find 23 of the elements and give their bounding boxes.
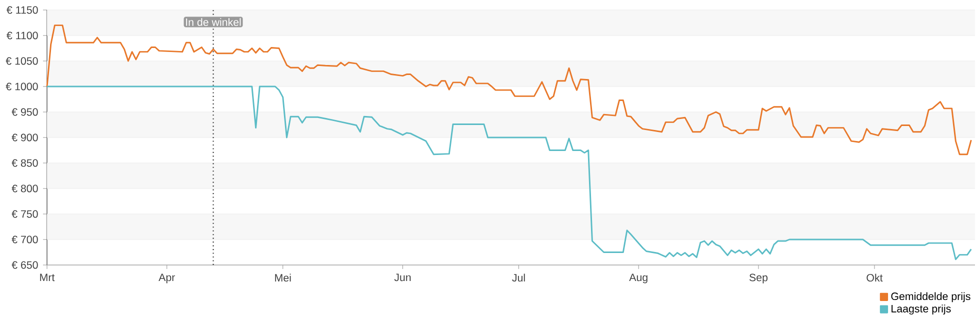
x-tick-label: Mrt: [40, 274, 55, 282]
x-tick-label: Apr: [158, 274, 175, 284]
legend-label: Laagste prijs: [892, 304, 951, 315]
y-tick-label: € 850: [12, 159, 38, 167]
y-tick-label: € 900: [12, 134, 38, 142]
y-tick-label: € 1000: [6, 82, 38, 90]
legend-label: Gemiddelde prijs: [891, 292, 970, 302]
x-tick-label: Aug: [629, 274, 648, 284]
x-tick-label: Sep: [749, 274, 768, 284]
ref-line-label: In de winkel: [186, 18, 241, 26]
x-tick-label: Mei: [275, 274, 291, 282]
y-tick-label: € 1050: [6, 57, 38, 65]
y-tick-label: € 950: [12, 108, 38, 116]
x-tick-label: Jun: [394, 274, 411, 282]
x-tick-label: Okt: [866, 274, 883, 282]
line-series: [46, 24, 972, 156]
y-tick-label: € 750: [12, 210, 38, 218]
y-tick-label: € 1150: [6, 6, 38, 14]
x-tick-label: Jul: [512, 274, 525, 282]
y-tick-label: € 700: [12, 236, 38, 244]
y-tick-label: € 1100: [6, 32, 38, 40]
y-tick-label: € 800: [12, 184, 38, 192]
y-tick-label: € 650: [12, 261, 38, 269]
